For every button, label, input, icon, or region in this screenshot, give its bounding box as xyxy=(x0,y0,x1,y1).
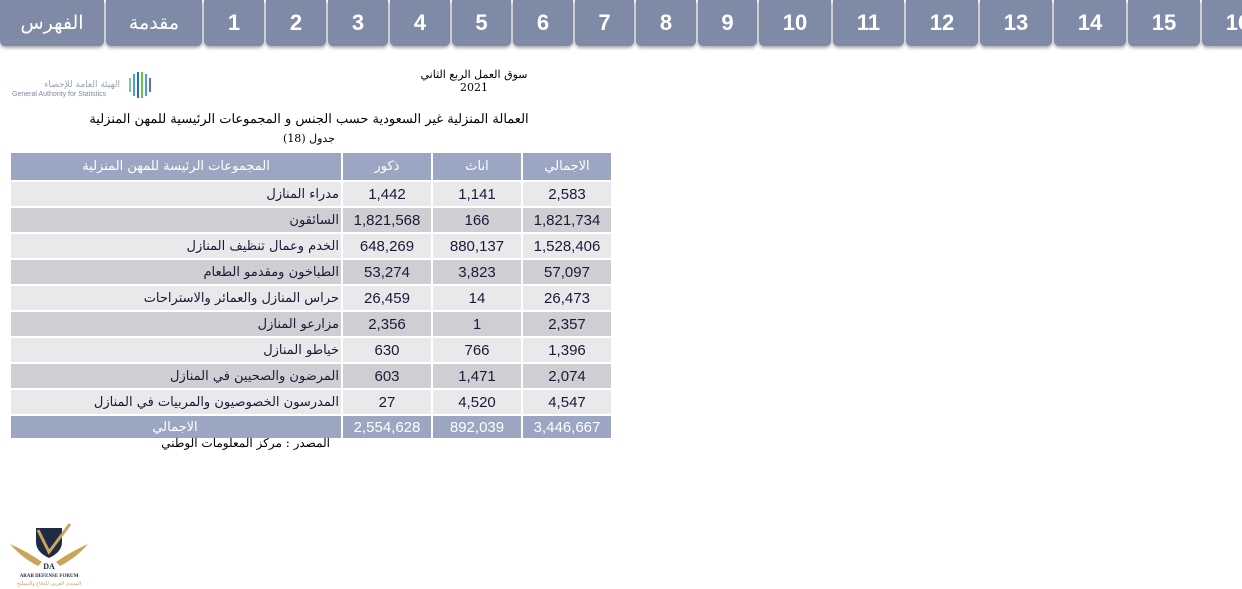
tab-5[interactable]: 5 xyxy=(452,0,511,46)
header-female: اناث xyxy=(433,153,521,180)
cell-group: مزارعو المنازل xyxy=(11,312,341,336)
cell-total: 1,528,406 xyxy=(523,234,611,258)
cell-male: 603 xyxy=(343,364,431,388)
table-row: الطباخون ومقدمو الطعام 53,274 3,823 57,097 xyxy=(11,260,611,284)
table-title: العمالة المنزلية غير السعودية حسب الجنس … xyxy=(89,112,529,127)
tab-7[interactable]: 7 xyxy=(575,0,634,46)
tab-12[interactable]: 12 xyxy=(906,0,978,46)
cell-male: 27 xyxy=(343,390,431,414)
logo-english-text: General Authority for Statistics xyxy=(12,91,107,98)
report-subtitle: سوق العمل الربع الثاني 2021 xyxy=(420,68,528,94)
cell-group: الخدم وعمال تنظيف المنازل xyxy=(11,234,341,258)
header-group: المجموعات الرئيسة للمهن المنزلية xyxy=(11,153,341,180)
tab-16[interactable]: 16 xyxy=(1202,0,1242,46)
cell-male: 1,821,568 xyxy=(343,208,431,232)
cell-total: 57,097 xyxy=(523,260,611,284)
table-row: الخدم وعمال تنظيف المنازل 648,269 880,137 1… xyxy=(11,234,611,258)
cell-group: المدرسون الخصوصيون والمربيات في المنازل xyxy=(11,390,341,414)
cell-female: 14 xyxy=(433,286,521,310)
tab-2[interactable]: 2 xyxy=(266,0,326,46)
tab-6[interactable]: 6 xyxy=(513,0,573,46)
cell-total: 2,357 xyxy=(523,312,611,336)
tab-introduction[interactable]: مقدمة xyxy=(106,0,202,46)
tab-3[interactable]: 3 xyxy=(328,0,388,46)
cell-group: السائقون xyxy=(11,208,341,232)
svg-text:ARAB DEFENSE FORUM: ARAB DEFENSE FORUM xyxy=(20,574,79,579)
cell-total: 2,074 xyxy=(523,364,611,388)
cell-group: خياطو المنازل xyxy=(11,338,341,362)
cell-female: 892,039 xyxy=(433,416,521,438)
cell-female: 166 xyxy=(433,208,521,232)
cell-total: 1,396 xyxy=(523,338,611,362)
table-row: مزارعو المنازل 2,356 1 2,357 xyxy=(11,312,611,336)
total-row: الاجمالي 2,554,628 892,039 3,446,667 xyxy=(11,416,611,438)
cell-female: 4,520 xyxy=(433,390,521,414)
header-total: الاجمالي xyxy=(523,153,611,180)
cell-male: 630 xyxy=(343,338,431,362)
gastat-logo-icon xyxy=(129,72,151,98)
tab-13[interactable]: 13 xyxy=(980,0,1052,46)
cell-group: حراس المنازل والعمائر والاستراحات xyxy=(11,286,341,310)
cell-group: المرضون والصحيين في المنازل xyxy=(11,364,341,388)
cell-female: 1,471 xyxy=(433,364,521,388)
cell-female: 3,823 xyxy=(433,260,521,284)
svg-text:DA: DA xyxy=(43,562,55,571)
table-row: حراس المنازل والعمائر والاستراحات 26,459 1… xyxy=(11,286,611,310)
tab-8[interactable]: 8 xyxy=(636,0,696,46)
table-row: السائقون 1,821,568 166 1,821,734 xyxy=(11,208,611,232)
cell-male: 53,274 xyxy=(343,260,431,284)
cell-total: 1,821,734 xyxy=(523,208,611,232)
cell-male: 648,269 xyxy=(343,234,431,258)
tab-10[interactable]: 10 xyxy=(759,0,831,46)
tab-15[interactable]: 15 xyxy=(1128,0,1200,46)
cell-male: 2,356 xyxy=(343,312,431,336)
table-row: المدرسون الخصوصيون والمربيات في المنازل 2… xyxy=(11,390,611,414)
logo-arabic-text: الهيئة العامة للإحصاء xyxy=(44,80,120,90)
svg-text:المنتدى العربي للدفاع والتسليح: المنتدى العربي للدفاع والتسليح xyxy=(17,581,81,587)
navigation-tabs: الفهرسمقدمة12345678910111213141516 xyxy=(0,0,1242,46)
cell-male: 2,554,628 xyxy=(343,416,431,438)
table-row: خياطو المنازل 630 766 1,396 xyxy=(11,338,611,362)
tab-index[interactable]: الفهرس xyxy=(0,0,104,46)
cell-total: 2,583 xyxy=(523,182,611,206)
gastat-logo: الهيئة العامة للإحصاء General Authority … xyxy=(12,70,157,104)
source-note: المصدر : مركز المعلومات الوطني xyxy=(161,436,330,450)
cell-group: الطباخون ومقدمو الطعام xyxy=(11,260,341,284)
cell-total: 3,446,667 xyxy=(523,416,611,438)
cell-male: 26,459 xyxy=(343,286,431,310)
cell-female: 766 xyxy=(433,338,521,362)
cell-female: 880,137 xyxy=(433,234,521,258)
cell-group: الاجمالي xyxy=(11,416,341,438)
cell-female: 1 xyxy=(433,312,521,336)
cell-female: 1,141 xyxy=(433,182,521,206)
cell-total: 4,547 xyxy=(523,390,611,414)
table-header-row: المجموعات الرئيسة للمهن المنزلية ذكور ان… xyxy=(11,153,611,180)
header-male: ذكور xyxy=(343,153,431,180)
data-table: المجموعات الرئيسة للمهن المنزلية ذكور ان… xyxy=(9,151,613,440)
tab-1[interactable]: 1 xyxy=(204,0,264,46)
tab-14[interactable]: 14 xyxy=(1054,0,1126,46)
cell-male: 1,442 xyxy=(343,182,431,206)
table-number: جدول (18) xyxy=(283,132,335,145)
cell-total: 26,473 xyxy=(523,286,611,310)
table-row: المرضون والصحيين في المنازل 603 1,471 2,074 xyxy=(11,364,611,388)
tab-9[interactable]: 9 xyxy=(698,0,757,46)
table-row: مدراء المنازل 1,442 1,141 2,583 xyxy=(11,182,611,206)
arab-defense-forum-logo: DA ARAB DEFENSE FORUM المنتدى العربي للد… xyxy=(10,523,88,587)
tab-11[interactable]: 11 xyxy=(833,0,904,46)
cell-group: مدراء المنازل xyxy=(11,182,341,206)
tab-4[interactable]: 4 xyxy=(390,0,450,46)
